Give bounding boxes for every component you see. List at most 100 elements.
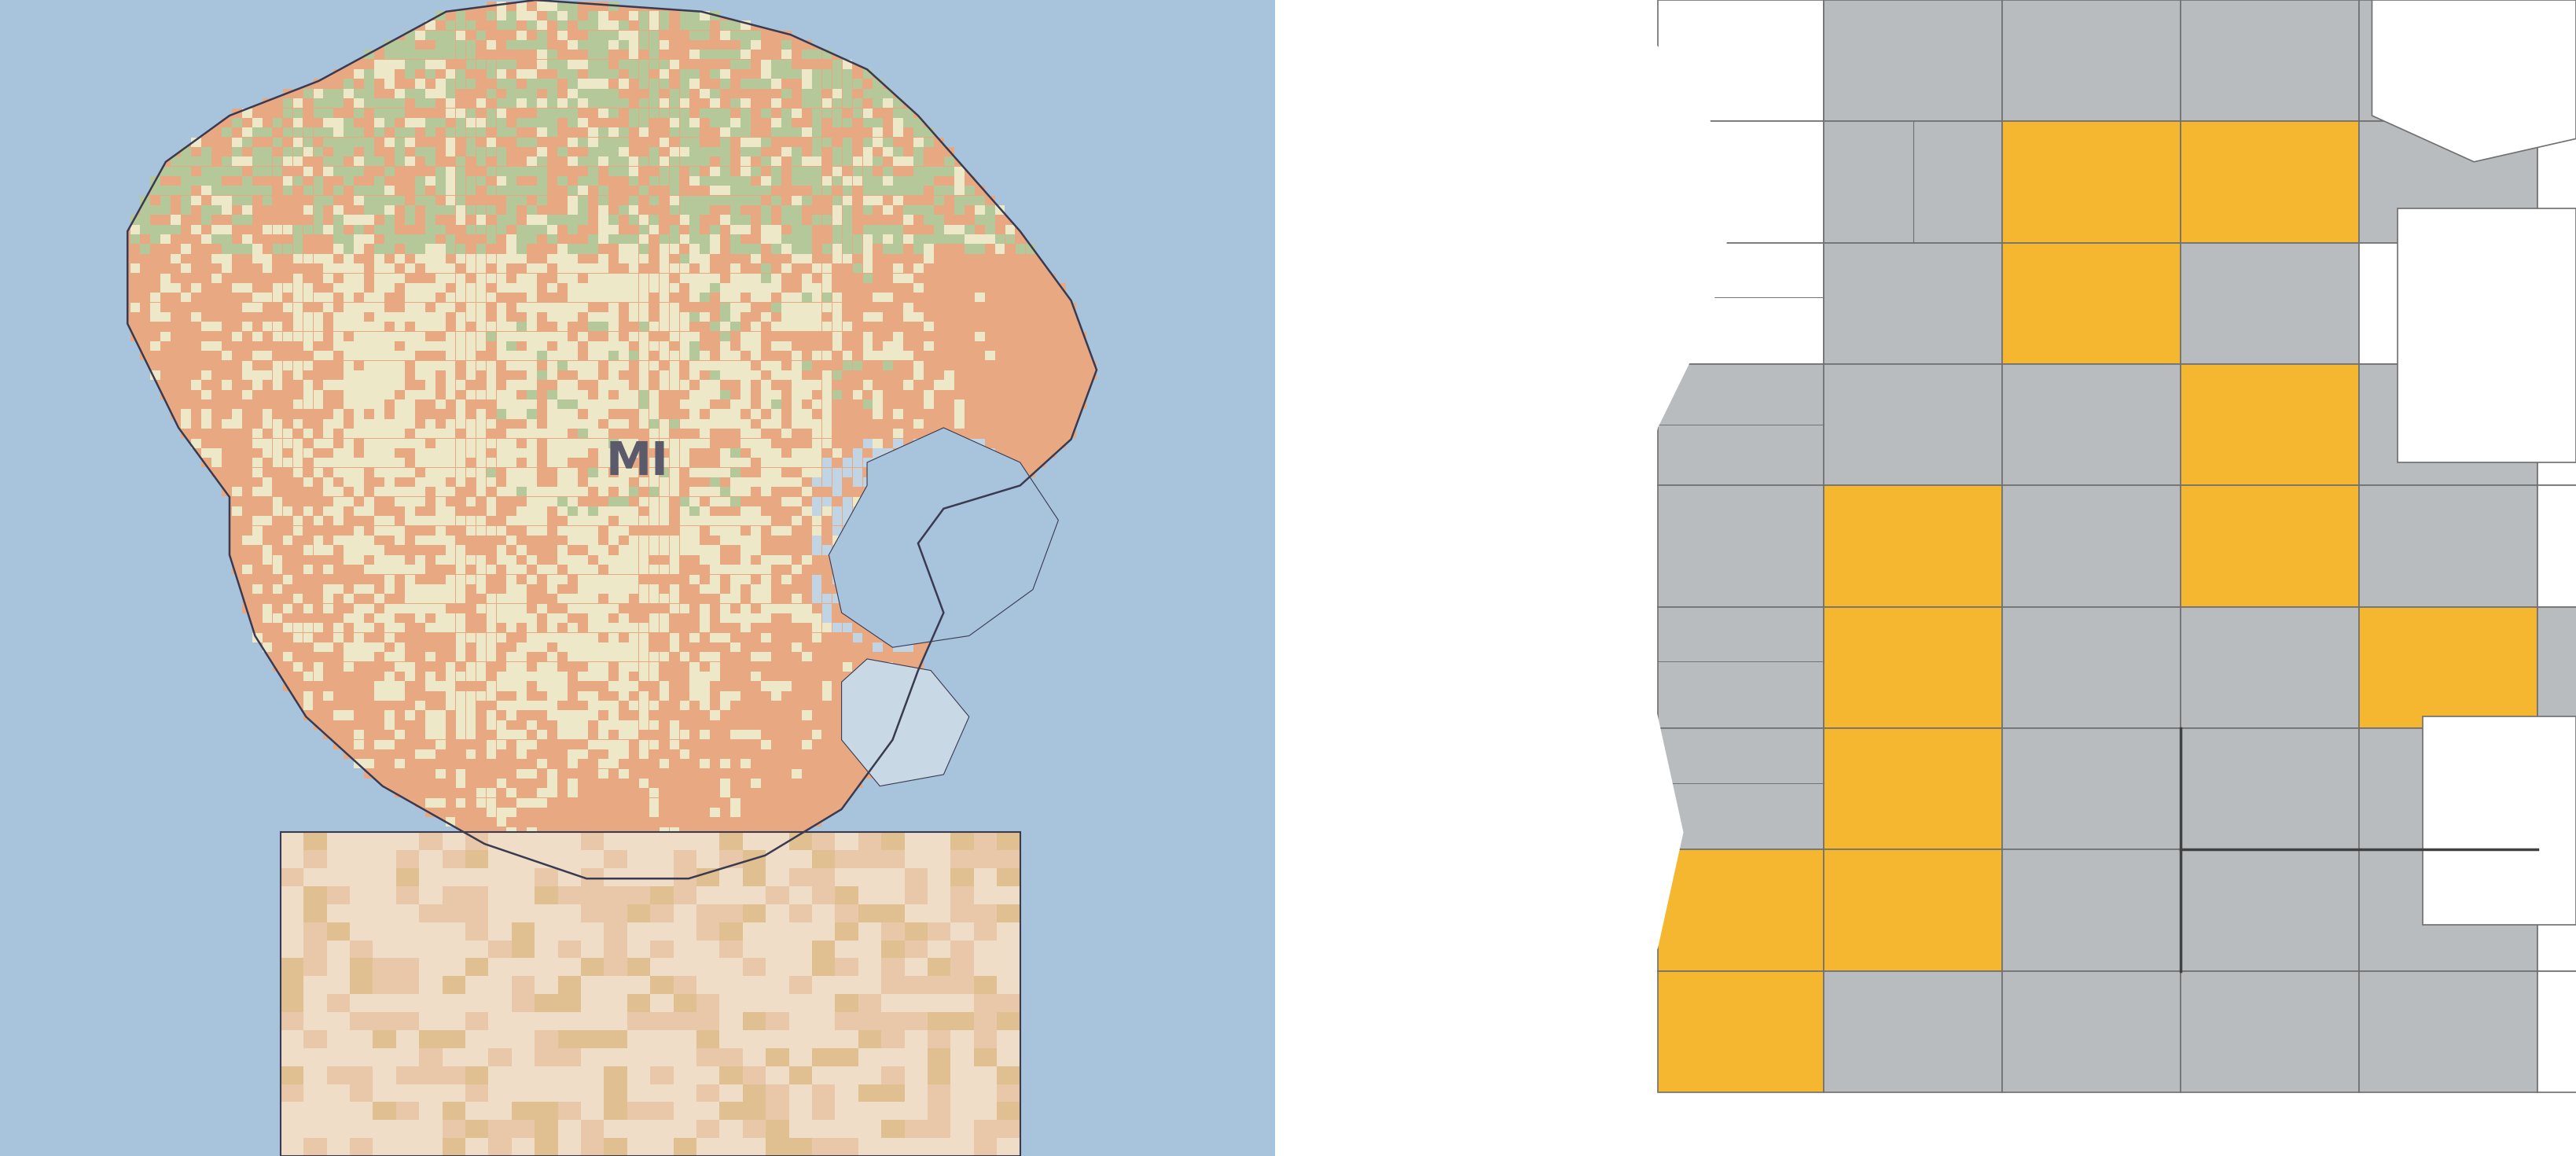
- Bar: [884, 603, 894, 613]
- Bar: [781, 186, 791, 195]
- Bar: [518, 195, 526, 205]
- Bar: [487, 555, 497, 564]
- Bar: [415, 681, 425, 691]
- Bar: [304, 1066, 327, 1084]
- Bar: [618, 603, 629, 613]
- Bar: [446, 176, 456, 186]
- Bar: [425, 195, 435, 205]
- Bar: [742, 701, 750, 710]
- Bar: [742, 603, 750, 613]
- Bar: [404, 321, 415, 332]
- Bar: [325, 720, 332, 729]
- Bar: [304, 341, 314, 350]
- Bar: [711, 788, 721, 798]
- Bar: [567, 215, 577, 224]
- Bar: [577, 603, 587, 613]
- Bar: [587, 292, 598, 302]
- Bar: [742, 321, 750, 332]
- Bar: [374, 1030, 397, 1048]
- Bar: [963, 449, 974, 458]
- Bar: [487, 224, 497, 235]
- Bar: [567, 535, 577, 546]
- Bar: [598, 224, 608, 235]
- Bar: [649, 759, 659, 769]
- Bar: [618, 429, 629, 438]
- Bar: [618, 575, 629, 584]
- Bar: [770, 109, 781, 118]
- Bar: [180, 186, 191, 195]
- Bar: [556, 283, 567, 292]
- Bar: [765, 868, 788, 887]
- Bar: [538, 292, 546, 302]
- Bar: [690, 390, 701, 400]
- Bar: [608, 487, 618, 497]
- Bar: [528, 109, 536, 118]
- Bar: [577, 138, 587, 147]
- Bar: [425, 98, 435, 108]
- Bar: [577, 526, 587, 535]
- Bar: [466, 603, 477, 613]
- Bar: [904, 904, 927, 922]
- Bar: [639, 157, 649, 166]
- Bar: [556, 817, 567, 827]
- Bar: [466, 817, 477, 827]
- Bar: [1046, 409, 1056, 418]
- Bar: [781, 409, 791, 418]
- Bar: [232, 418, 242, 429]
- Bar: [801, 89, 811, 98]
- Bar: [327, 1138, 350, 1156]
- Bar: [425, 769, 435, 778]
- Bar: [1005, 303, 1015, 312]
- Bar: [577, 681, 587, 691]
- Bar: [304, 312, 314, 321]
- Bar: [487, 662, 497, 672]
- Bar: [546, 759, 556, 769]
- Bar: [559, 994, 582, 1013]
- Bar: [649, 832, 672, 851]
- Bar: [281, 1138, 304, 1156]
- Bar: [598, 10, 608, 21]
- Bar: [742, 672, 750, 681]
- Bar: [690, 69, 701, 79]
- Bar: [456, 701, 466, 710]
- Bar: [598, 603, 608, 613]
- Bar: [732, 837, 739, 846]
- Bar: [853, 147, 863, 156]
- Bar: [404, 575, 415, 584]
- Bar: [680, 351, 690, 361]
- Bar: [477, 506, 487, 516]
- Bar: [680, 69, 690, 79]
- Bar: [608, 632, 618, 643]
- Bar: [680, 467, 690, 477]
- Bar: [518, 506, 526, 516]
- Bar: [577, 235, 587, 244]
- Bar: [1066, 332, 1077, 341]
- Bar: [701, 458, 711, 467]
- Bar: [374, 922, 397, 940]
- Bar: [335, 458, 343, 467]
- Bar: [719, 1084, 742, 1102]
- Bar: [801, 332, 811, 341]
- Bar: [363, 418, 374, 429]
- Bar: [701, 303, 711, 312]
- Bar: [587, 526, 598, 535]
- Bar: [873, 157, 884, 166]
- Bar: [853, 749, 863, 758]
- Bar: [384, 632, 394, 643]
- Bar: [732, 118, 739, 127]
- Bar: [974, 312, 984, 321]
- Bar: [170, 409, 180, 418]
- Bar: [832, 118, 842, 127]
- Bar: [191, 235, 201, 244]
- Bar: [881, 1138, 904, 1156]
- Bar: [974, 868, 997, 887]
- Bar: [801, 390, 811, 400]
- Bar: [546, 1, 556, 10]
- Bar: [842, 157, 853, 166]
- Bar: [1046, 321, 1056, 332]
- Bar: [842, 438, 853, 449]
- Bar: [420, 887, 443, 904]
- Bar: [415, 292, 425, 302]
- Bar: [997, 958, 1020, 976]
- Bar: [394, 60, 404, 69]
